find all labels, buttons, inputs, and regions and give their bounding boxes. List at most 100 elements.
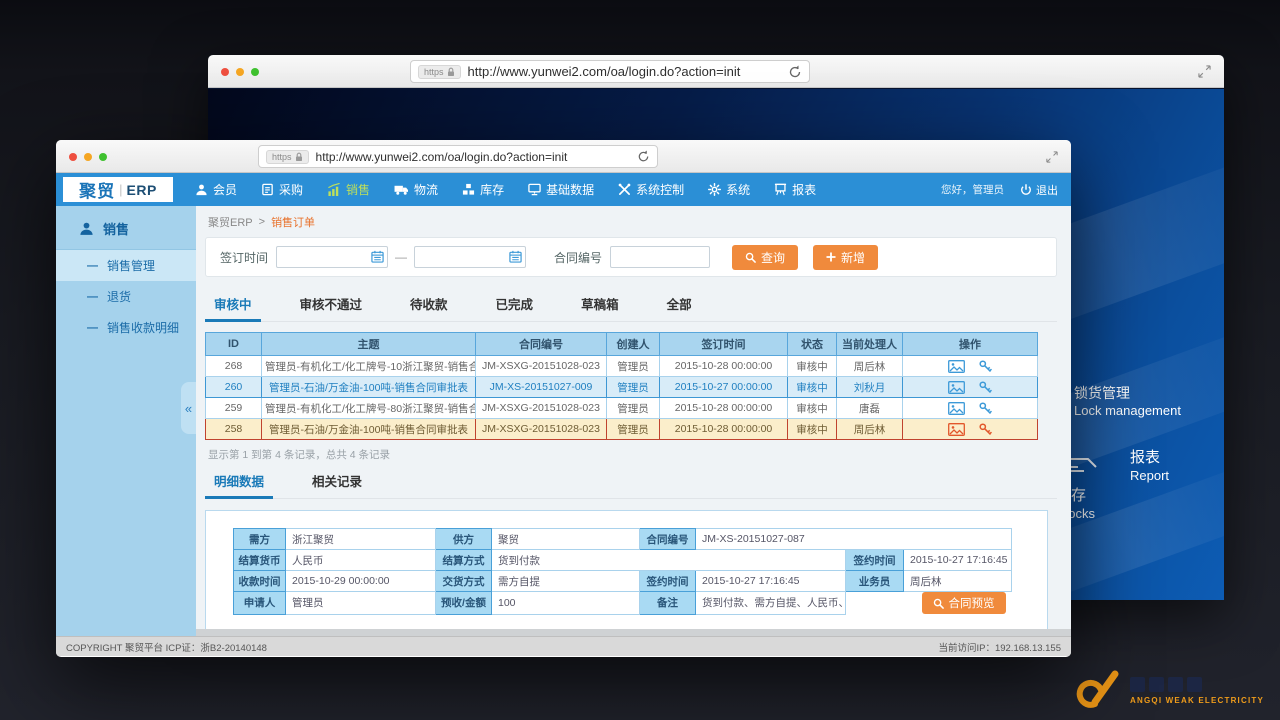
key-icon[interactable] [979, 359, 992, 373]
address-bar[interactable]: https http://www.yunwei2.com/oa/login.do… [410, 60, 810, 83]
order-subject: 管理员-石油/万金油-100吨-销售合同审批表 [261, 418, 476, 440]
order-actions [906, 422, 1034, 436]
order-creator: 管理员 [606, 418, 660, 440]
tab-pending-payment[interactable]: 待收款 [410, 298, 448, 312]
menu-item-system-control[interactable]: 系统控制 [606, 173, 696, 206]
breadcrumb-separator: > [258, 216, 266, 228]
main-menu: 会员 采购 销售 物流 库存 [183, 173, 828, 206]
zoom-window-button[interactable] [251, 68, 259, 76]
tab-related-records[interactable]: 相关记录 [312, 475, 363, 489]
menu-item-system[interactable]: 系统 [696, 173, 762, 206]
reload-button[interactable] [788, 65, 802, 79]
date-to-field [414, 246, 527, 268]
calendar-icon[interactable] [509, 250, 522, 268]
add-button[interactable]: 新增 [813, 244, 879, 270]
order-row[interactable]: 268 管理员-有机化工/化工牌号-10浙江聚贸-销售合同审批表 JM-XSXG… [205, 355, 1038, 377]
order-sign-time: 2015-10-28 00:00:00 [659, 355, 788, 377]
calendar-icon[interactable] [371, 250, 384, 268]
fullscreen-icon[interactable] [1198, 65, 1211, 83]
contract-preview-button[interactable]: 合同预览 [921, 592, 1006, 614]
contract-no-input[interactable] [610, 246, 711, 268]
order-contract: JM-XSXG-20151028-023 [475, 355, 607, 377]
tab-detail-data[interactable]: 明细数据 [205, 466, 274, 499]
supplier-value: 聚贸 [491, 528, 640, 550]
breadcrumb-root[interactable]: 聚贸ERP [208, 217, 253, 229]
close-window-button[interactable] [69, 153, 77, 161]
reload-button[interactable] [637, 150, 650, 163]
sign-date-label: 签订时间 [220, 250, 269, 265]
minimize-window-button[interactable] [84, 153, 92, 161]
tab-all[interactable]: 全部 [666, 298, 692, 312]
https-badge: https [418, 64, 461, 79]
tab-completed[interactable]: 已完成 [495, 298, 534, 312]
menu-item-member[interactable]: 会员 [183, 173, 249, 206]
order-creator: 管理员 [606, 397, 660, 419]
query-button[interactable]: 查询 [732, 244, 799, 270]
key-icon[interactable] [979, 380, 992, 394]
main-content: 聚贸ERP > 销售订单 签订时间 — [196, 206, 1071, 636]
brand-text-block: ANGQI WEAK ELECTRICITY [1130, 677, 1264, 705]
applicant-value: 管理员 [285, 591, 436, 615]
tab-review-rejected[interactable]: 审核不通过 [299, 298, 363, 312]
order-actions [906, 359, 1034, 373]
delivery-method-label: 交货方式 [435, 570, 492, 592]
boxes-icon [462, 183, 475, 195]
minimize-window-button[interactable] [236, 68, 244, 76]
order-status: 审核中 [787, 355, 837, 377]
order-status: 审核中 [787, 376, 837, 398]
date-to-input[interactable] [414, 246, 527, 268]
wrench-icon [618, 183, 631, 195]
info-row: 申请人 管理员 预收/金额 100 备注 货到付款、需方自提、人民币、预付100… [233, 591, 1012, 615]
order-handler: 唐磊 [836, 397, 903, 419]
date-from-field [276, 246, 389, 268]
close-window-button[interactable] [221, 68, 229, 76]
zoom-window-button[interactable] [99, 153, 107, 161]
sidebar-collapse-button[interactable]: « [181, 382, 196, 434]
fullscreen-icon[interactable] [1046, 150, 1058, 168]
key-icon[interactable] [979, 401, 992, 415]
gear-icon [708, 183, 722, 196]
lock-icon [447, 67, 454, 76]
menu-item-inventory[interactable]: 库存 [450, 173, 516, 206]
col-actions: 操作 [902, 332, 1038, 356]
horizontal-scrollbar[interactable] [196, 629, 1071, 636]
image-view-icon[interactable] [948, 359, 965, 373]
menu-item-purchase[interactable]: 采购 [249, 173, 315, 206]
menu-item-sales[interactable]: 销售 [315, 173, 382, 206]
image-view-icon[interactable] [948, 380, 965, 394]
key-icon[interactable] [979, 422, 992, 436]
orders-table: ID 主题 合同编号 创建人 签订时间 状态 当前处理人 操作 268 [205, 332, 1038, 440]
sidebar-item-sales-management[interactable]: — 销售管理 [56, 250, 196, 281]
address-bar[interactable]: https http://www.yunwei2.com/oa/login.do… [258, 145, 658, 168]
order-row-selected[interactable]: 260 管理员-石油/万金油-100吨-销售合同审批表 JM-XS-201510… [205, 376, 1038, 398]
watermark-report: 报表 Report [1130, 449, 1170, 483]
delivery-method-value: 需方自提 [491, 570, 640, 592]
salesman-label: 业务员 [845, 570, 904, 592]
erp-body: 销售 — 销售管理 — 退货 — 销售收款明细 « [56, 206, 1071, 636]
sidebar-section-sales[interactable]: 销售 [56, 206, 196, 250]
order-id: 260 [205, 376, 262, 398]
order-row-highlighted[interactable]: 258 管理员-石油/万金油-100吨-销售合同审批表 JM-XSXG-2015… [205, 418, 1038, 440]
sign-time-value: 2015-10-27 17:16:45 [903, 549, 1012, 571]
tab-under-review[interactable]: 审核中 [205, 289, 261, 322]
image-view-icon[interactable] [948, 401, 965, 415]
order-row[interactable]: 259 管理员-有机化工/化工牌号-80浙江聚贸-销售合同审批表 JM-XSXG… [205, 397, 1038, 419]
menu-item-base-data[interactable]: 基础数据 [516, 173, 606, 206]
date-from-input[interactable] [276, 246, 389, 268]
order-contract: JM-XSXG-20151028-023 [475, 418, 607, 440]
image-view-icon[interactable] [948, 422, 965, 436]
brand-cjk-glyphs [1130, 677, 1264, 692]
remark-value: 货到付款、需方自提、人民币、预付100 [695, 591, 846, 615]
power-icon [1021, 183, 1031, 195]
tab-drafts[interactable]: 草稿箱 [581, 298, 619, 312]
sidebar-item-returns[interactable]: — 退货 [87, 290, 132, 304]
sidebar-item-sales-receipt-detail[interactable]: — 销售收款明细 [87, 321, 180, 335]
status-tabs: 审核中 审核不通过 待收款 已完成 草稿箱 全部 [205, 289, 1057, 322]
order-creator: 管理员 [606, 355, 660, 377]
https-badge: https [266, 149, 309, 164]
menu-item-logistics[interactable]: 物流 [382, 173, 450, 206]
logout-button[interactable]: 退出 [1020, 182, 1058, 198]
menu-item-report[interactable]: 报表 [762, 173, 828, 206]
presentation-icon [775, 183, 787, 196]
prepay-amount-value: 100 [491, 591, 640, 615]
